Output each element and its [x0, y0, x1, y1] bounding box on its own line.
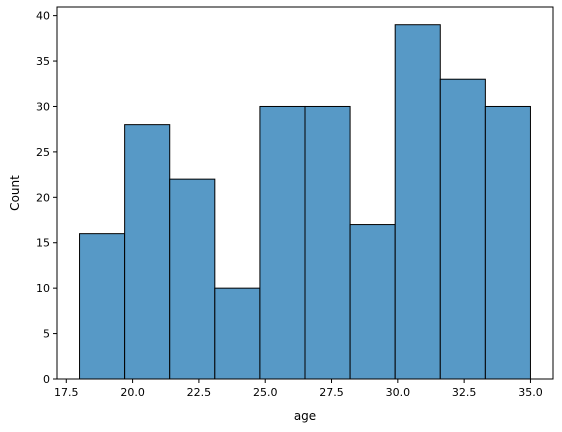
y-tick-label: 25 — [36, 146, 50, 159]
y-tick-label: 35 — [36, 55, 50, 68]
histogram-bar — [439, 78, 486, 380]
y-axis: 0 5 10 15 20 25 30 35 40 — [36, 10, 57, 386]
y-axis-label: Count — [8, 175, 22, 211]
x-tick-label: 32.5 — [452, 386, 477, 399]
histogram-bar — [394, 24, 441, 380]
x-tick-label: 20.0 — [120, 386, 145, 399]
histogram-bar — [259, 105, 306, 380]
plot-frame — [56, 6, 554, 380]
histogram-bar — [349, 224, 396, 380]
x-tick-label: 17.5 — [54, 386, 79, 399]
histogram-bar — [484, 105, 531, 380]
y-tick-label: 20 — [36, 191, 50, 204]
bars-group — [79, 24, 531, 380]
histogram-bar — [79, 233, 126, 380]
histogram-bar — [304, 105, 351, 380]
histogram-bar — [124, 124, 171, 380]
y-tick-label: 40 — [36, 10, 50, 23]
y-tick-label: 15 — [36, 237, 50, 250]
y-tick-label: 5 — [43, 328, 50, 341]
y-tick-label: 30 — [36, 100, 50, 113]
x-tick-label: 27.5 — [319, 386, 344, 399]
histogram-bar — [214, 287, 261, 380]
x-tick-label: 35.0 — [518, 386, 543, 399]
x-tick-label: 22.5 — [187, 386, 212, 399]
x-tick-label: 25.0 — [253, 386, 278, 399]
x-tick-label: 30.0 — [386, 386, 411, 399]
x-axis-label: age — [294, 409, 316, 423]
y-tick-label: 0 — [43, 373, 50, 386]
y-tick-label: 10 — [36, 282, 50, 295]
histogram-bar — [169, 178, 216, 380]
x-axis: 17.5 20.0 22.5 25.0 27.5 30.0 32.5 35.0 — [54, 379, 543, 399]
